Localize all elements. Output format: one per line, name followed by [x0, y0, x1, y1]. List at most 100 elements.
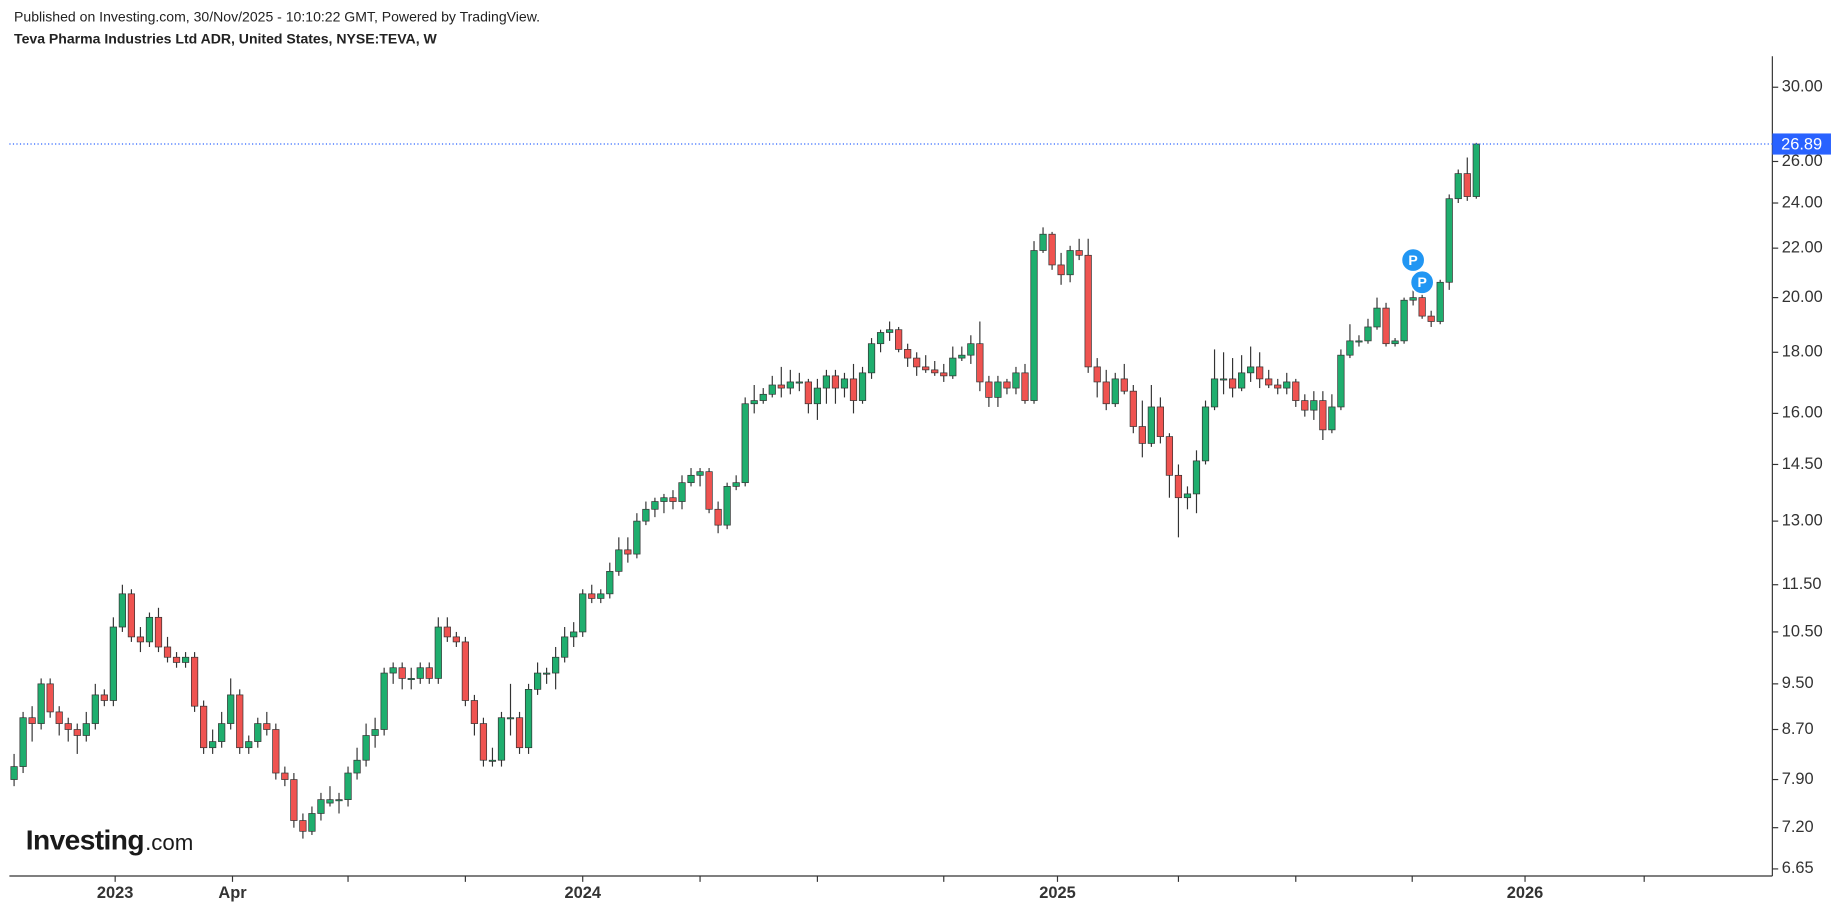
candle-body: [913, 357, 921, 368]
candle-body: [976, 343, 984, 383]
candle-body: [1310, 400, 1318, 411]
candle-body: [1102, 381, 1110, 405]
event-marker: [1409, 269, 1435, 295]
candle-body: [1003, 381, 1011, 389]
y-tick-label: 26.00: [1782, 152, 1823, 170]
candle-body: [552, 656, 560, 674]
candle-body: [145, 616, 154, 643]
candle-body: [1445, 198, 1453, 283]
candle-body: [434, 626, 442, 679]
candle-body: [200, 705, 208, 749]
candle-body: [1201, 406, 1210, 462]
candle-body: [660, 497, 668, 502]
candle-body: [425, 667, 433, 679]
candle-body: [1418, 297, 1426, 317]
candle-body: [813, 387, 821, 405]
last-price-label: 26.89: [1781, 136, 1822, 154]
candle-body: [479, 723, 488, 761]
candle-body: [127, 593, 136, 638]
candle-body: [895, 329, 903, 350]
candle-body: [181, 656, 190, 663]
candle-body: [1219, 378, 1228, 381]
y-tick-label: 20.00: [1782, 288, 1823, 306]
candle-body: [461, 641, 469, 701]
y-tick-label: 24.00: [1782, 193, 1823, 211]
candle-body: [443, 626, 451, 638]
candle-body: [840, 378, 849, 389]
candle-body: [19, 717, 27, 767]
candle-body: [723, 486, 731, 526]
candle-body: [1364, 326, 1372, 342]
candle-body: [64, 723, 72, 730]
candle-body: [1391, 340, 1399, 345]
candle-body: [236, 694, 244, 749]
candle-body: [1463, 173, 1471, 197]
candle-body: [633, 520, 641, 555]
candle-body: [588, 593, 596, 599]
event-label: P: [1408, 252, 1417, 268]
event-marker: [1400, 247, 1426, 273]
y-tick-label: 18.00: [1782, 343, 1823, 361]
y-tick-label: 14.50: [1782, 455, 1823, 473]
candle-body: [1265, 378, 1273, 386]
candle-body: [949, 357, 957, 377]
candle-body: [1066, 250, 1074, 276]
candle-body: [362, 735, 370, 761]
candle-body: [308, 813, 316, 832]
candle-body: [154, 616, 163, 648]
candle-body: [867, 343, 876, 374]
candle-body: [1030, 250, 1038, 401]
candle-body: [1111, 378, 1119, 405]
candle-body: [1328, 406, 1336, 431]
candle-body: [1156, 406, 1164, 437]
candle-body: [1084, 254, 1092, 368]
candle-body: [958, 354, 966, 359]
candle-body: [1373, 307, 1381, 328]
candle-body: [1048, 233, 1056, 266]
candle-body: [1472, 143, 1480, 197]
candle-body: [1039, 233, 1047, 251]
candle-body: [1165, 436, 1174, 476]
candle-body: [218, 723, 226, 742]
candle-body: [1021, 372, 1029, 401]
instrument-title: Teva Pharma Industries Ltd ADR, United S…: [14, 31, 437, 47]
candle-body: [109, 626, 117, 701]
x-tick-label: 2024: [564, 884, 601, 902]
candle-body: [46, 683, 54, 713]
y-tick-label: 16.00: [1782, 404, 1823, 422]
candle-body: [73, 729, 81, 736]
candle-body: [858, 372, 867, 401]
published-note: Published on Investing.com, 30/Nov/2025 …: [14, 8, 540, 24]
candle-body: [227, 694, 235, 724]
candle-body: [669, 497, 677, 502]
candle-body: [1012, 372, 1020, 389]
candle-body: [1256, 366, 1264, 380]
y-tick-label: 7.20: [1782, 818, 1814, 836]
candle-body: [533, 672, 542, 690]
candle-body: [209, 741, 217, 749]
candle-body: [570, 631, 578, 638]
candle-body: [795, 381, 803, 384]
candle-body: [597, 593, 605, 599]
candle-body: [353, 759, 361, 774]
candle-body: [245, 741, 253, 749]
candle-body: [1355, 340, 1363, 343]
candle-body: [1346, 340, 1354, 356]
candle-body: [371, 729, 379, 736]
candle-body: [1210, 378, 1219, 408]
candle-body: [389, 667, 397, 674]
candle-body: [488, 759, 497, 762]
candle-body: [407, 678, 415, 680]
candle-body: [497, 717, 506, 761]
candle-body: [1057, 264, 1065, 276]
candle-body: [1183, 493, 1192, 499]
candle-body: [543, 672, 551, 675]
y-tick-label: 6.65: [1782, 859, 1814, 877]
candle-body: [696, 471, 704, 476]
candle-body: [317, 799, 325, 814]
candle-body: [1247, 366, 1255, 374]
candle-body: [1228, 378, 1237, 389]
x-tick-label: Apr: [218, 884, 247, 902]
candle-body: [163, 646, 172, 658]
